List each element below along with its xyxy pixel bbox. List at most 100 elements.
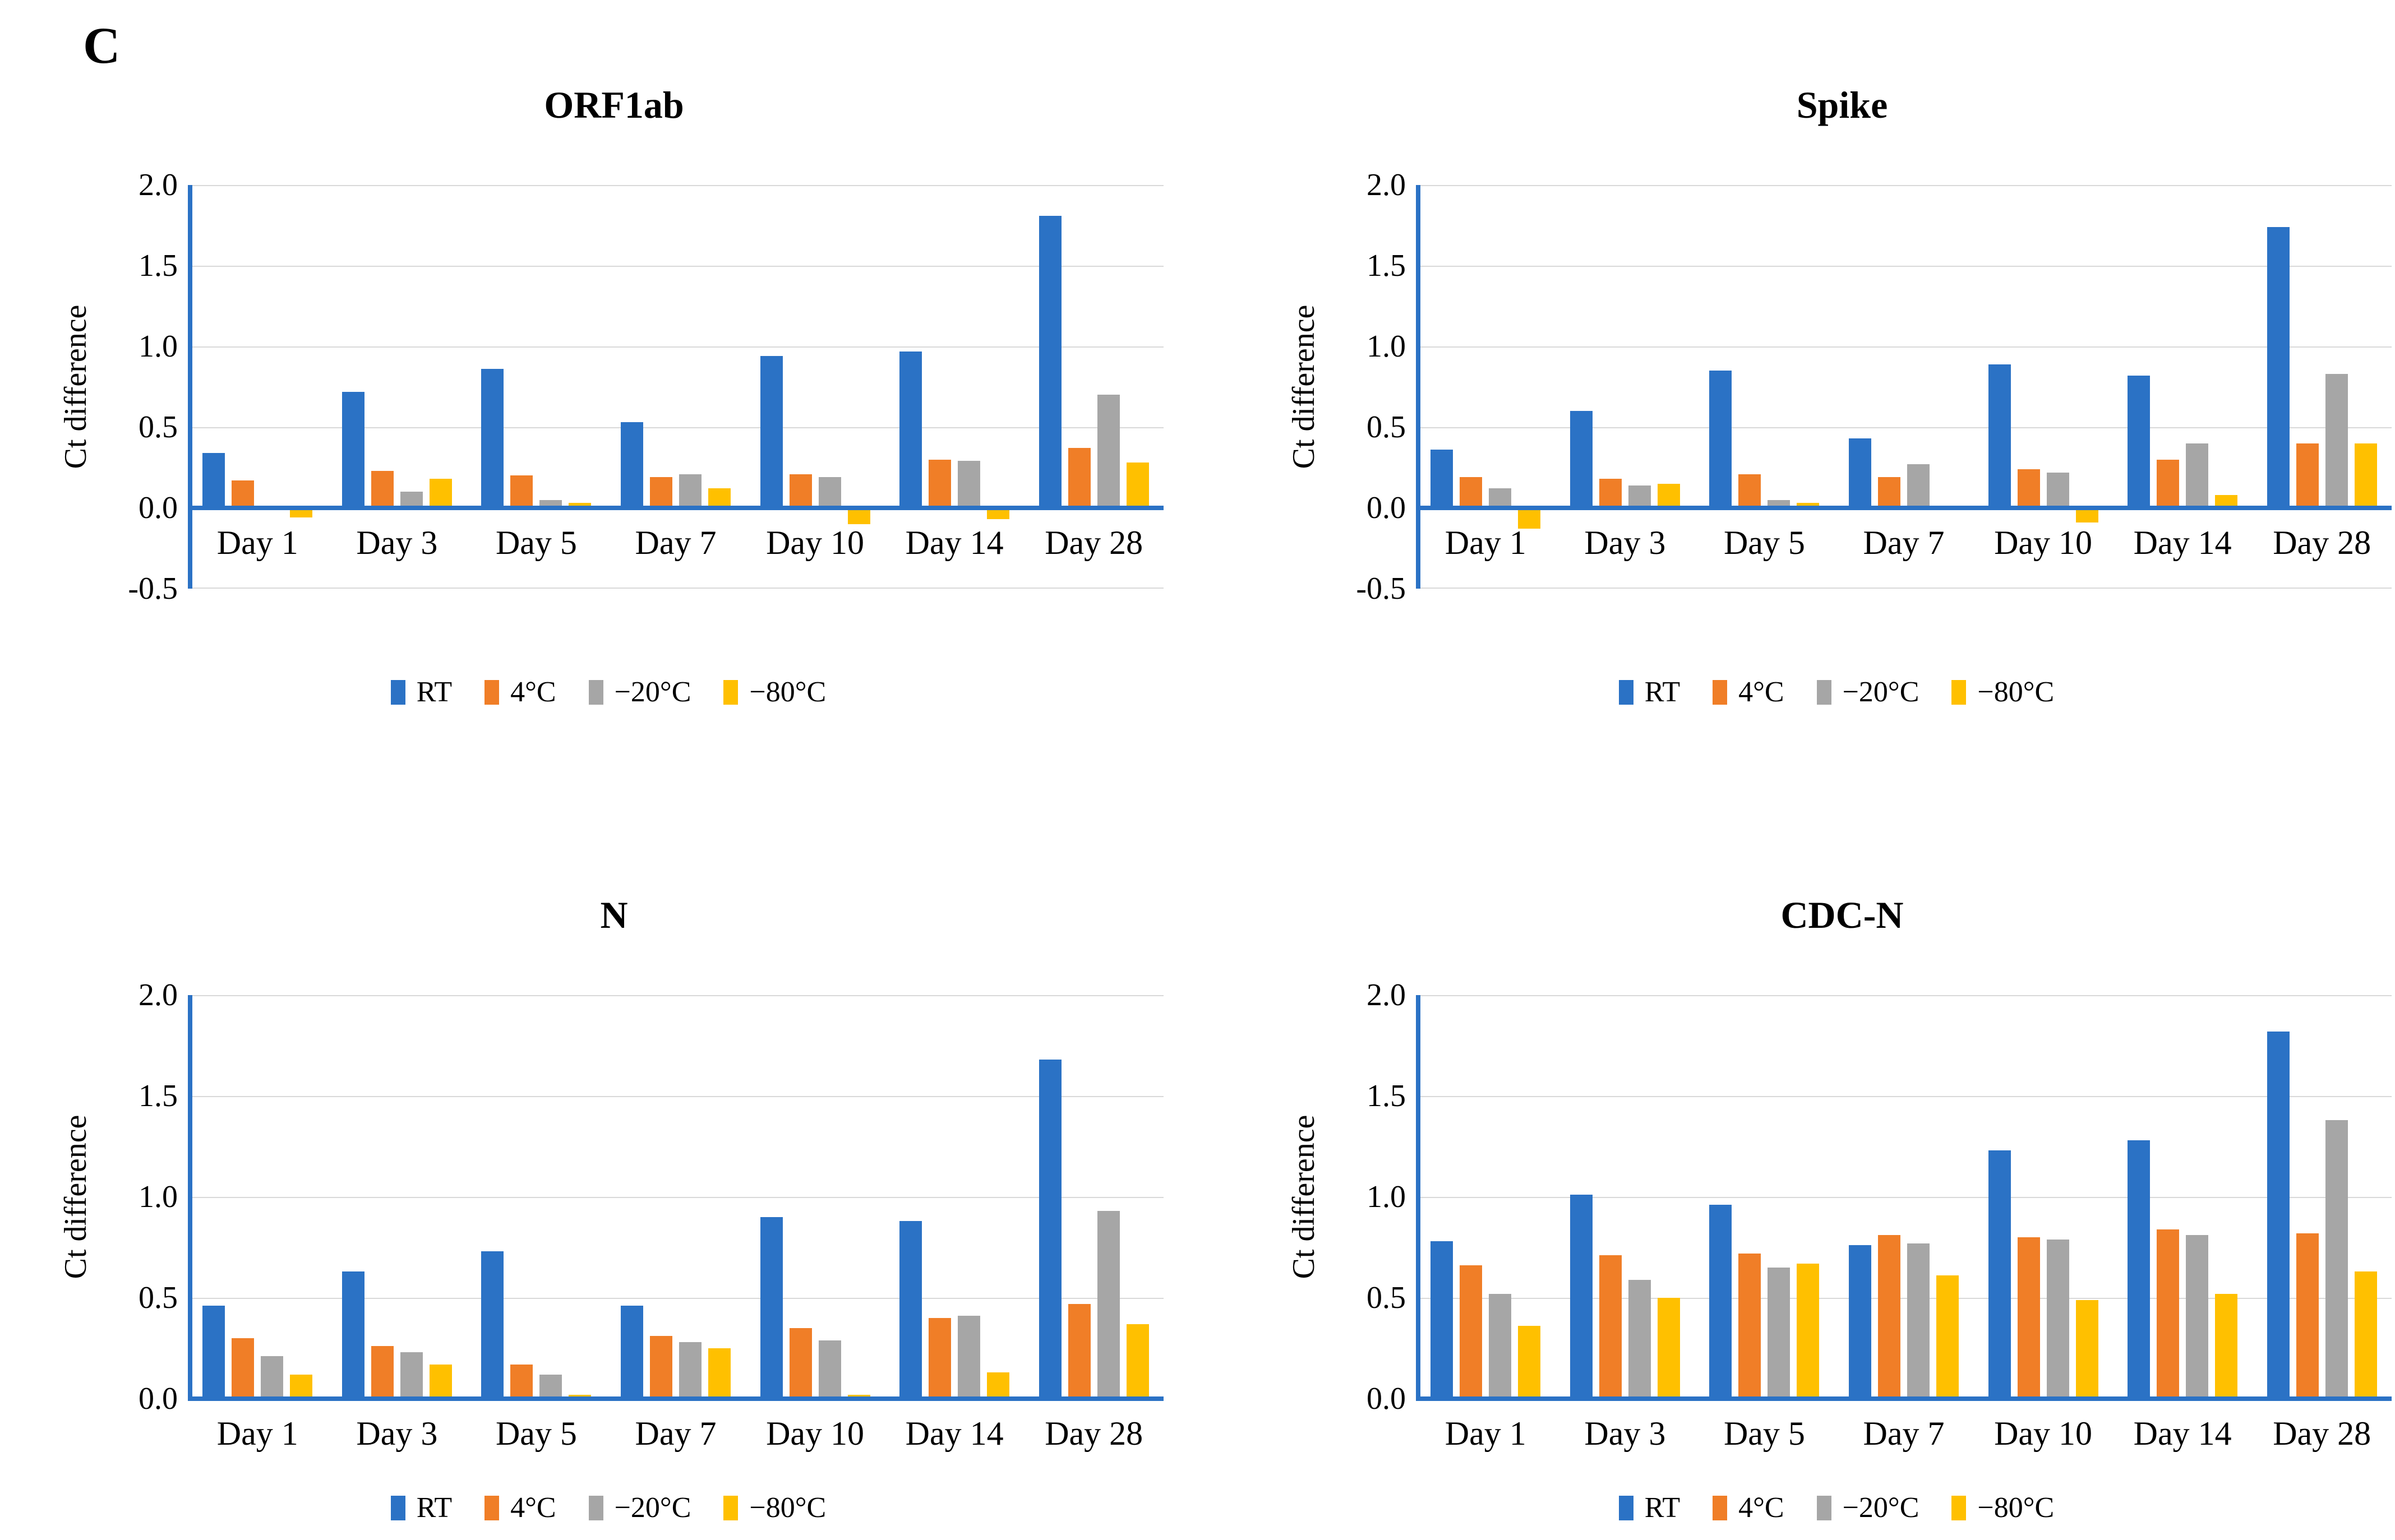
y-axis-line [188, 995, 192, 1399]
x-tick-label: Day 28 [1045, 1415, 1143, 1452]
bar-−20°C-Day-10 [2046, 472, 2069, 508]
bar-4°C-Day-14 [929, 459, 952, 508]
x-tick-label: Day 3 [1584, 524, 1666, 561]
plot-row: Ct difference 2.0 1.5 1.0 0.5 0.0 Day 1 Day 3 Da… [1281, 979, 2392, 1451]
chart-area: Ct difference 2.0 1.5 1.0 0.5 0.0 Day 1 Day 3 Da… [53, 979, 1164, 1524]
plot-area: Day 1 Day 3 Day 5 Day 7 Day 10 Day 14 Day 28 [1416, 185, 2392, 589]
bar-−20°C-Day-28 [2325, 1120, 2348, 1399]
y-tick-label: 0.0 [139, 491, 178, 525]
y-tick-label: 1.0 [1367, 329, 1406, 364]
x-tick-label: Day 5 [495, 1415, 577, 1452]
x-tick-label: Day 1 [1445, 1415, 1526, 1452]
legend-label: −20°C [1842, 1492, 1919, 1524]
bar-−20°C-Day-14 [2186, 443, 2209, 508]
bar-4°C-Day-5 [1738, 474, 1761, 508]
chart-title: ORF1ab [544, 84, 684, 126]
bar-4°C-Day-10 [789, 1328, 812, 1399]
bar-−80°C-Day-28 [2354, 1271, 2377, 1399]
chart-body: Ct difference 2.0 1.5 1.0 0.5 0.0 Day 1 Day 3 Da… [53, 979, 1175, 1524]
bar-−20°C-Day-1 [1489, 488, 1512, 508]
x-tick-label: Day 14 [2133, 524, 2232, 561]
bar-−80°C-Day-3 [429, 479, 452, 508]
legend-item: RT [390, 1491, 452, 1524]
y-axis-line [1416, 995, 1420, 1399]
y-axis-title-column: Ct difference [1281, 995, 1326, 1399]
bar-RT-Day-28 [1039, 1060, 1062, 1399]
bar-−20°C-Day-7 [1907, 464, 1930, 508]
y-gridline [1416, 588, 2392, 589]
y-axis-line [188, 185, 192, 589]
chart-orf1ab: ORF1ab Ct difference 2.0 1.5 1.0 0.5 0.0 -0.5 D… [53, 67, 1175, 709]
bar-−20°C-Day-28 [1097, 395, 1120, 508]
bar-−80°C-Day-28 [1126, 463, 1149, 508]
bar-RT-Day-28 [1039, 215, 1062, 508]
y-tick-label: 0.5 [139, 1280, 178, 1315]
y-gridline [188, 588, 1164, 589]
legend-label: −20°C [614, 1492, 691, 1524]
y-tick-label: 0.0 [1367, 491, 1406, 525]
legend-item: RT [1618, 1491, 1680, 1524]
legend-item: 4°C [484, 676, 556, 709]
bar-−80°C-Day-1 [1518, 1326, 1541, 1399]
x-tick-label: Day 3 [1584, 1415, 1666, 1452]
y-gridline [188, 346, 1164, 348]
legend-item: −80°C [723, 1491, 826, 1524]
bar-−20°C-Day-3 [400, 1352, 423, 1399]
bar-−20°C-Day-28 [2325, 373, 2348, 508]
chart-area: Ct difference 2.0 1.5 1.0 0.5 0.0 -0.5 Day 1 Day… [53, 169, 1164, 709]
bar-−20°C-Day-10 [818, 1340, 841, 1399]
bar-−20°C-Day-10 [818, 477, 841, 508]
bar-−80°C-Day-7 [1936, 1275, 1959, 1399]
x-axis-line [188, 506, 1164, 510]
x-tick-label: Day 28 [2273, 1415, 2371, 1452]
y-tick-label: 2.0 [1367, 978, 1406, 1012]
bar-4°C-Day-10 [2017, 1237, 2040, 1399]
y-axis-line [1416, 185, 1420, 589]
legend-item: RT [390, 676, 452, 709]
bar-−80°C-Day-28 [2354, 443, 2377, 508]
x-tick-label: Day 1 [216, 1415, 298, 1452]
y-gridline [188, 185, 1164, 186]
plot-row: Ct difference 2.0 1.5 1.0 0.5 0.0 -0.5 Day 1 Day… [1281, 169, 2392, 604]
y-gridline [188, 1298, 1164, 1299]
bar-RT-Day-3 [1570, 1195, 1593, 1399]
legend-item: RT [1618, 676, 1680, 709]
bar-4°C-Day-14 [2157, 459, 2180, 508]
legend-swatch-m20 [588, 1495, 603, 1520]
y-tick-label: 1.0 [139, 329, 178, 364]
y-gridline [188, 427, 1164, 428]
bar-−80°C-Day-5 [1797, 1263, 1820, 1399]
legend-label: 4°C [510, 676, 556, 708]
y-gridline [1416, 1197, 2392, 1198]
y-gridline [1416, 185, 2392, 186]
x-tick-label: Day 14 [905, 524, 1004, 561]
bar-−20°C-Day-14 [2186, 1235, 2209, 1399]
bar-−20°C-Day-5 [1768, 1268, 1791, 1399]
bar-4°C-Day-5 [510, 475, 533, 508]
legend-label: 4°C [510, 1492, 556, 1524]
bar-4°C-Day-7 [1878, 1235, 1900, 1399]
bar-−80°C-Day-5 [569, 503, 592, 508]
legend-swatch-m80 [723, 679, 739, 705]
bar-−80°C-Day-1 [290, 508, 313, 518]
bar-RT-Day-1 [202, 1306, 225, 1399]
bar-RT-Day-3 [342, 1271, 364, 1399]
x-axis-line [188, 1396, 1164, 1401]
bar-RT-Day-1 [1430, 1241, 1453, 1399]
legend-swatch-m20 [1816, 679, 1831, 705]
legend-label: −80°C [749, 1492, 827, 1524]
bar-RT-Day-14 [899, 351, 922, 508]
bar-4°C-Day-3 [371, 1346, 394, 1399]
y-gridline [188, 995, 1164, 996]
legend-item: −80°C [723, 676, 826, 709]
legend-item: −80°C [1951, 1491, 2054, 1524]
bar-4°C-Day-10 [789, 474, 812, 508]
legend-label: −80°C [1977, 676, 2055, 708]
x-tick-label: Day 28 [2273, 524, 2371, 561]
y-gridline [188, 266, 1164, 267]
x-tick-label: Day 5 [495, 524, 577, 561]
y-tick-label: 0.5 [1367, 1280, 1406, 1315]
y-tick-label: 1.5 [139, 1079, 178, 1113]
bar-−20°C-Day-1 [1489, 1293, 1512, 1399]
